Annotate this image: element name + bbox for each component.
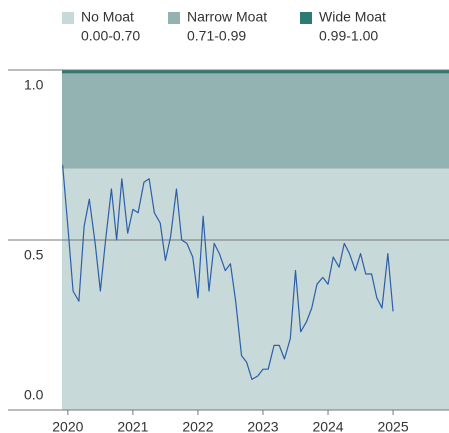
legend-range: 0.71-0.99 bbox=[187, 28, 246, 44]
legend-swatch bbox=[62, 12, 74, 24]
x-tick-label: 2020 bbox=[52, 419, 83, 433]
x-tick-label: 2024 bbox=[312, 419, 343, 433]
legend-label: No Moat bbox=[81, 9, 134, 25]
legend-range: 0.99-1.00 bbox=[319, 28, 378, 44]
x-tick-label: 2025 bbox=[377, 419, 408, 433]
moat-band bbox=[62, 70, 449, 74]
legend-range: 0.00-0.70 bbox=[81, 28, 140, 44]
legend-swatch bbox=[300, 12, 312, 24]
moat-band bbox=[62, 73, 449, 169]
y-tick-label: 0.0 bbox=[24, 387, 44, 403]
legend-label: Wide Moat bbox=[319, 9, 386, 25]
legend-label: Narrow Moat bbox=[187, 9, 267, 25]
y-tick-label: 1.0 bbox=[24, 77, 44, 93]
legend-swatch bbox=[168, 12, 180, 24]
y-tick-label: 0.5 bbox=[24, 247, 44, 263]
x-tick-label: 2023 bbox=[247, 419, 278, 433]
x-tick-label: 2022 bbox=[182, 419, 213, 433]
x-tick-label: 2021 bbox=[117, 419, 148, 433]
data-line bbox=[62, 165, 394, 380]
